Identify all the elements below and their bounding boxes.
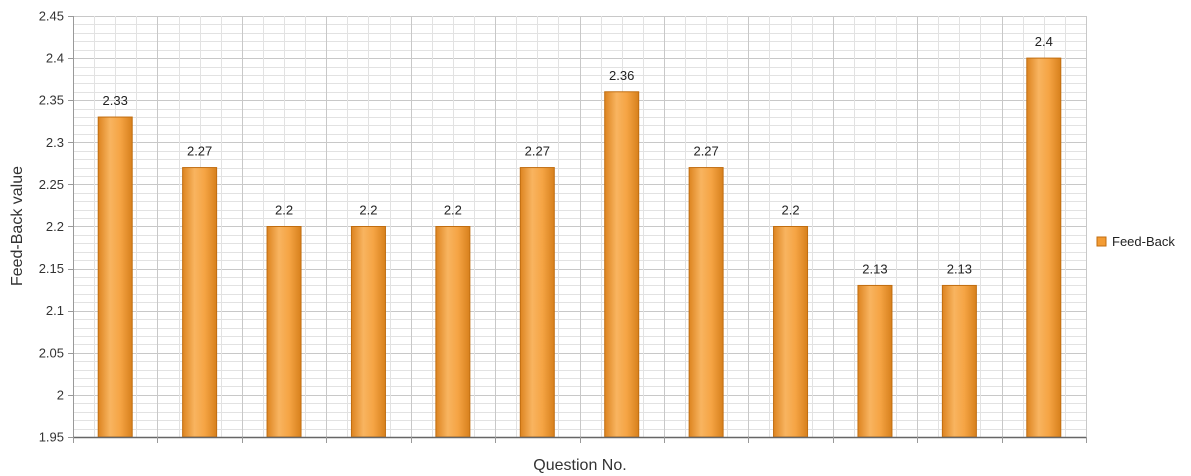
bar (182, 167, 218, 438)
bar (350, 226, 386, 438)
bar (941, 284, 977, 438)
data-label: 2.27 (525, 144, 550, 159)
y-tick-label: 2.4 (46, 51, 64, 66)
bar (604, 91, 640, 438)
x-axis-title: Question No. (533, 457, 626, 474)
y-axis-title: Feed-Back value (9, 166, 26, 286)
bar (519, 167, 555, 438)
y-tick-label: 2.1 (46, 303, 64, 318)
bar (97, 116, 133, 438)
y-tick-label: 2.15 (39, 261, 64, 276)
data-label: 2.27 (693, 144, 718, 159)
legend-swatch (1096, 236, 1107, 247)
bar (857, 284, 893, 438)
data-label: 2.13 (947, 261, 972, 276)
legend: Feed-Back (1096, 234, 1175, 249)
bar (688, 167, 724, 438)
data-label: 2.2 (444, 203, 462, 218)
y-tick-label: 2.25 (39, 177, 64, 192)
y-tick-label: 2.3 (46, 135, 64, 150)
data-label: 2.33 (103, 93, 128, 108)
bar (266, 226, 302, 438)
y-axis-ticks: 1.95 2 2.05 2.1 2.15 2.2 2.25 2.3 2.35 2.4 2.45 (39, 9, 73, 445)
bar (435, 226, 471, 438)
y-tick-label: 2.35 (39, 93, 64, 108)
bar (773, 226, 809, 438)
data-label: 2.27 (187, 144, 212, 159)
grid (73, 16, 1087, 438)
data-label: 2.2 (275, 203, 293, 218)
bars (97, 57, 1062, 438)
legend-label: Feed-Back (1112, 234, 1175, 249)
y-tick-label: 2 (57, 387, 64, 402)
data-label: 2.2 (359, 203, 377, 218)
axes (73, 16, 1087, 443)
y-tick-label: 2.2 (46, 219, 64, 234)
bar (1026, 57, 1062, 438)
data-label: 2.4 (1035, 34, 1053, 49)
data-labels: 2.33 2.27 2.2 2.2 2.2 2.27 2.36 2.27 2.2 2.13 2.13… (103, 34, 1053, 276)
y-tick-label: 2.45 (39, 9, 64, 24)
y-tick-label: 2.05 (39, 345, 64, 360)
y-tick-label: 1.95 (39, 430, 64, 445)
data-label: 2.36 (609, 68, 634, 83)
data-label: 2.2 (782, 203, 800, 218)
data-label: 2.13 (862, 261, 887, 276)
